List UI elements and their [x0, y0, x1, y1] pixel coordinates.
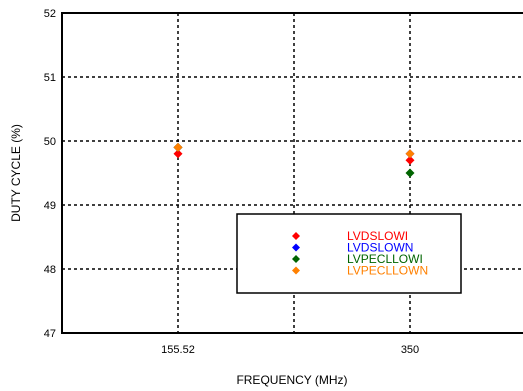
legend-label-lvdslown: LVDSLOWN	[347, 241, 413, 255]
legend-label-lvpecllowi: LVPECLLOWI	[347, 252, 423, 266]
y-tick-labels: 47 48 49 50 51 52	[44, 8, 56, 340]
x-tick-labels: 155.52 350	[161, 344, 419, 356]
data-point-lvpecllown	[405, 149, 415, 159]
data-point-lvdslowi	[173, 149, 183, 159]
x-tick-label: 155.52	[161, 344, 195, 356]
y-tick-label: 51	[44, 72, 56, 84]
data-points	[173, 142, 415, 178]
data-point-lvdslowi	[405, 155, 415, 165]
legend-marker-lvdslown	[292, 243, 300, 252]
legend-label-lvdslowi: LVDSLOWI	[347, 229, 408, 243]
data-point-lvpecllown	[173, 142, 183, 152]
y-tick-label: 48	[44, 264, 56, 276]
legend-box	[236, 213, 462, 294]
y-tick-label: 47	[44, 328, 56, 340]
data-point-lvpecllowi	[405, 168, 415, 178]
x-tick-label: 350	[401, 344, 419, 356]
legend-marker-lvpecllown	[292, 266, 300, 275]
y-tick-label: 52	[44, 8, 56, 20]
y-tick-label: 50	[44, 136, 56, 148]
legend-label-lvpecllown: LVPECLLOWN	[347, 264, 428, 278]
legend-marker-lvpecllowi	[292, 255, 300, 263]
x-axis-label: FREQUENCY (MHz)	[236, 373, 347, 387]
plot-frame	[61, 12, 523, 334]
y-tick-label: 49	[44, 200, 56, 212]
legend-marker-lvdslowi	[292, 232, 300, 240]
y-axis-label: DUTY CYCLE (%)	[9, 124, 23, 222]
